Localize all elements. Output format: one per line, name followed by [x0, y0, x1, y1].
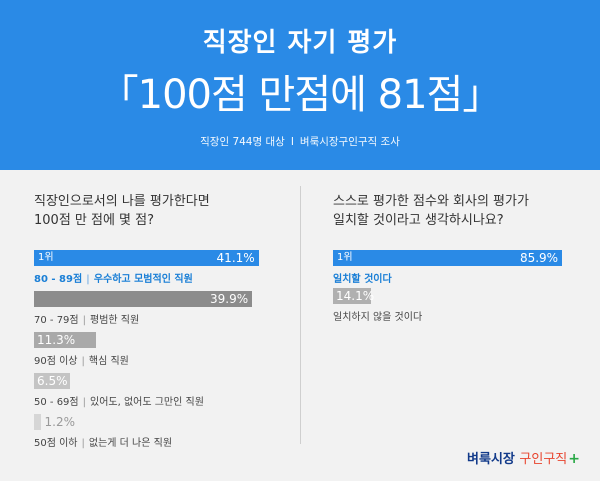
category-name: 80 - 89점 [34, 274, 83, 285]
value-label: 39.9% [209, 292, 249, 306]
category-name: 90점 이상 [34, 356, 78, 367]
survey-meta: 직장인 744명 대상 I 벼룩시장구인구직 조사 [0, 134, 600, 149]
value-label: 6.5% [37, 374, 68, 388]
category-label: 90점 이상 | 핵심 직원 [34, 352, 129, 367]
right-question: 스스로 평가한 점수와 회사의 평가가 일치할 것이라고 생각하시나요? [333, 192, 529, 230]
category-label: 일치할 것이다 [333, 270, 392, 285]
value-label: 14.1% [336, 289, 375, 303]
category-label: 50점 이하 | 없는게 더 나은 직원 [34, 434, 172, 449]
bar-2: 39.9% [34, 291, 253, 307]
logo-part2: 구인구직 [519, 452, 568, 467]
value-label: 85.9% [519, 251, 559, 265]
label-separator: | [86, 274, 90, 285]
page-title: 직장인 자기 평가 [202, 28, 398, 58]
bar-3 [34, 332, 96, 348]
rank-badge: 1위 [38, 252, 54, 263]
survey-subject: 직장인 744명 대상 [200, 136, 285, 148]
left-question: 직장인으로서의 나를 평가한다면 100점 만 점에 몇 점? [34, 192, 210, 230]
category-description: 평범한 직원 [90, 315, 140, 326]
right-question-line1: 스스로 평가한 점수와 회사의 평가가 [333, 194, 529, 209]
survey-source: 벼룩시장구인구직 조사 [299, 136, 400, 148]
bar-1: 1위 41.1% [34, 250, 259, 266]
value-label: 41.1% [216, 251, 255, 265]
category-description: 우수하고 모범적인 직원 [93, 274, 193, 285]
value-label: 11.3% [37, 333, 76, 347]
category-name: 50점 이하 [34, 438, 78, 449]
label-separator: | [82, 397, 86, 408]
category-label: 80 - 89점 | 우수하고 모범적인 직원 [34, 270, 193, 285]
bar-5 [34, 414, 41, 430]
category-name: 일치하지 않을 것이다 [333, 312, 423, 323]
bar-2 [333, 288, 371, 304]
category-label: 50 - 69점 | 있어도, 없어도 그만인 직원 [34, 393, 204, 408]
value-label: 1.2% [44, 415, 76, 429]
bar-4 [34, 373, 70, 389]
category-name: 일치할 것이다 [333, 274, 392, 285]
bar-1: 1위 85.9% [333, 250, 563, 266]
headline: 「100점 만점에 81점」 [98, 72, 503, 118]
logo-plus-icon: + [568, 451, 580, 467]
right-question-line2: 일치할 것이라고 생각하시나요? [333, 213, 504, 228]
category-label: 일치하지 않을 것이다 [333, 308, 422, 323]
left-question-line1: 직장인으로서의 나를 평가한다면 [34, 194, 210, 209]
category-name: 50 - 69점 [34, 397, 79, 408]
category-name: 70 - 79점 [34, 315, 79, 326]
rank-badge: 1위 [337, 252, 353, 263]
category-label: 70 - 79점 | 평범한 직원 [34, 311, 139, 326]
left-question-line2: 100점 만 점에 몇 점? [34, 213, 155, 228]
header-banner: 직장인 자기 평가 「100점 만점에 81점」 직장인 744명 대상 I 벼룩시… [0, 0, 600, 170]
meta-separator: I [290, 136, 294, 148]
label-separator: | [82, 315, 86, 326]
label-separator: | [81, 356, 85, 367]
label-separator: | [81, 438, 85, 449]
category-description: 없는게 더 나은 직원 [88, 438, 173, 449]
logo-part1: 벼룩시장 [467, 452, 515, 467]
brand-logo: 벼룩시장 구인구직+ [467, 448, 580, 467]
panel-divider [300, 186, 301, 444]
category-description: 있어도, 없어도 그만인 직원 [90, 397, 204, 408]
category-description: 핵심 직원 [88, 356, 129, 367]
